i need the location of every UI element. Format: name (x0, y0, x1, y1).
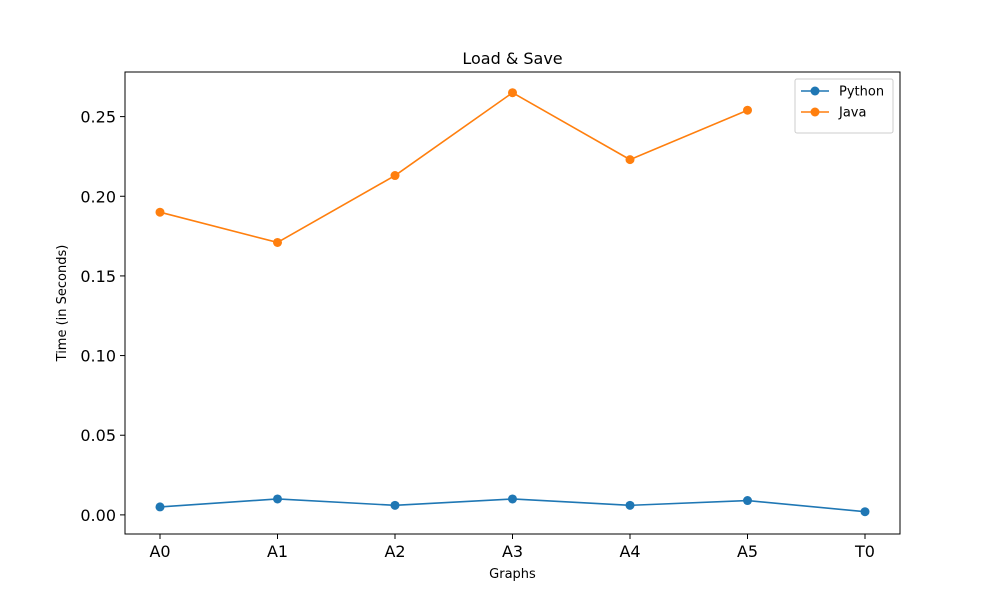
series-line-java (159, 91, 748, 244)
data-point-java (508, 88, 517, 98)
data-point-java (743, 105, 752, 115)
y-tick-label: 0.10 (80, 347, 116, 366)
plot-area: A0 A1 A2 A3 A4 A5 T0 0.00 0.05 0.10 0.15 0.20 0.25 (80, 71, 901, 561)
x-tick-label: A2 (384, 542, 405, 561)
y-tick-label: 0.20 (80, 187, 116, 206)
data-point-java (625, 155, 635, 165)
legend-label-java: Java (838, 106, 866, 121)
data-point-java (390, 171, 400, 181)
legend: Python Java (794, 78, 894, 134)
data-point-java (155, 207, 165, 217)
chart-title: Load & Save (462, 49, 562, 68)
x-tick-label: A1 (267, 542, 288, 561)
y-axis-label: Time (in Seconds) (55, 245, 70, 363)
legend-marker-python (810, 86, 820, 96)
x-tick-label: T0 (854, 542, 875, 561)
data-point-python (860, 507, 870, 517)
data-point-python (743, 496, 752, 506)
y-tick-label: 0.15 (80, 267, 116, 286)
legend-marker-java (810, 107, 820, 117)
x-tick-label: A5 (737, 542, 758, 561)
y-tick-label: 0.25 (80, 108, 116, 127)
x-tick-label: A4 (619, 542, 640, 561)
data-point-python (508, 494, 517, 504)
x-tick-label: A3 (502, 542, 523, 561)
x-axis-label: Graphs (489, 567, 536, 582)
data-point-java (273, 237, 282, 247)
legend-box (794, 78, 894, 134)
data-point-python (390, 500, 400, 510)
y-tick-label: 0.05 (80, 426, 116, 445)
data-point-python (625, 500, 635, 510)
x-tick-label: A0 (149, 542, 170, 561)
y-tick-label: 0.00 (80, 506, 116, 525)
legend-label-python: Python (839, 85, 884, 100)
data-point-python (273, 494, 282, 504)
data-point-python (155, 502, 165, 512)
